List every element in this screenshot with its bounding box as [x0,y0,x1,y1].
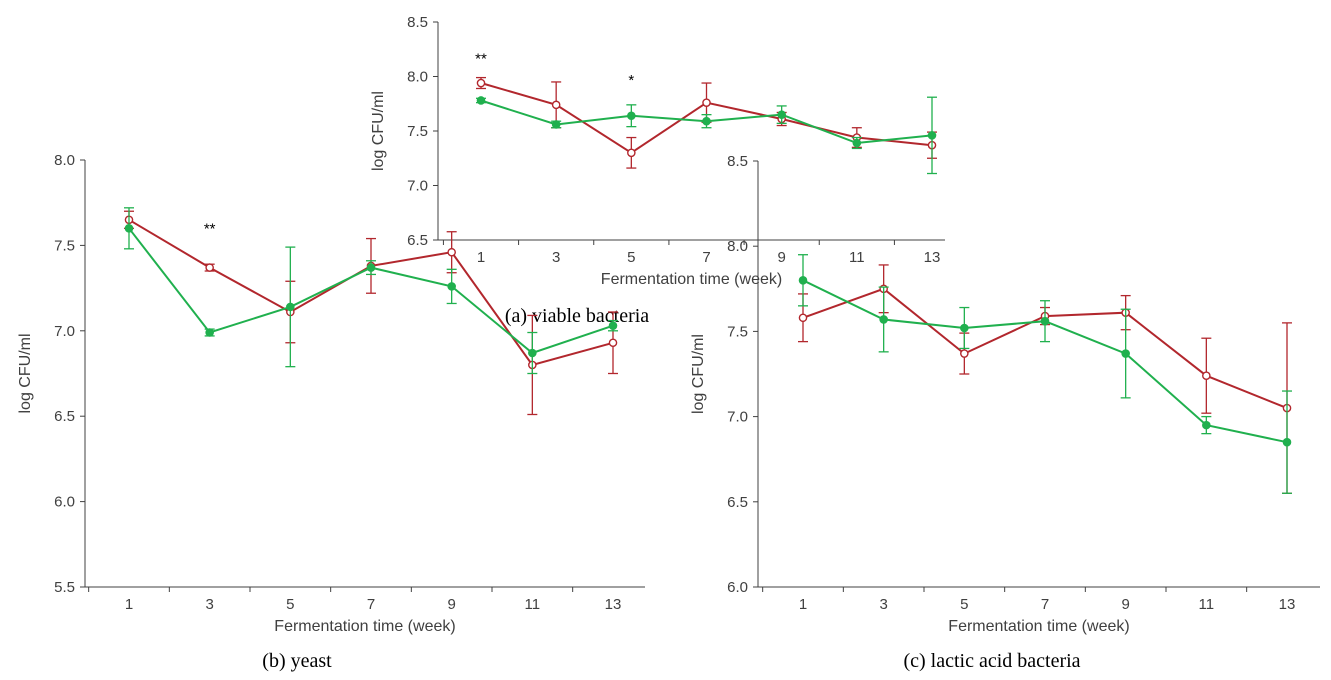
y-tick-label: 7.5 [407,123,428,140]
x-tick-label: 3 [879,596,887,613]
data-point [627,111,636,121]
data-point [205,328,214,337]
y-tick-label: 8.5 [727,153,748,170]
data-point [1282,437,1292,447]
y-tick-label: 7.0 [54,323,75,340]
x-tick-label: 13 [1279,596,1296,613]
x-tick-label: 9 [447,596,455,613]
chart-b: 5.56.06.57.07.58.01 3 5 7 9 11 13Fermentation … [17,152,645,672]
data-point [702,116,711,126]
x-tick-label: 5 [960,596,968,613]
data-point [205,263,214,272]
x-axis-title: Fermentation time (week) [948,618,1129,635]
data-point [798,313,808,323]
x-tick-label: 1 [125,596,133,613]
y-tick-label: 7.5 [54,237,75,254]
data-point [1040,316,1050,326]
y-tick-label: 8.0 [727,238,748,255]
data-point [608,321,618,330]
series-green [798,254,1292,494]
data-point [879,315,888,324]
x-axis-title: Fermentation time (week) [274,618,455,635]
x-tick-label: 7 [367,596,375,613]
data-point [551,120,561,129]
data-point [852,138,862,148]
chart-caption: (c) lactic acid bacteria [903,650,1080,672]
x-tick-label: 3 [205,596,213,613]
x-tick-label: 1 [799,596,807,613]
y-axis-title: log CFU/ml [17,333,34,413]
x-tick-label: 9 [777,249,785,266]
y-tick-label: 6.5 [727,494,748,511]
y-tick-label: 7.0 [727,409,748,426]
series-red [798,264,1292,494]
x-tick-label: 9 [1121,596,1129,613]
data-point [960,323,969,333]
data-point [627,148,636,158]
y-tick-label: 6.5 [407,232,428,249]
data-point [960,349,969,358]
data-point [286,302,295,312]
x-tick-label: 13 [605,596,622,613]
data-point [447,282,456,291]
x-tick-label: 5 [286,596,294,613]
series-green [124,207,618,375]
x-tick-label: 3 [552,249,560,266]
x-tick-label: 7 [1041,596,1049,613]
data-point [528,348,537,358]
data-point [1202,371,1211,381]
data-point [551,100,561,110]
x-tick-label: 11 [849,249,865,266]
x-tick-label: 11 [525,596,541,613]
data-point [798,275,808,285]
x-tick-label: 7 [702,249,710,266]
y-tick-label: 7.5 [727,323,748,340]
x-tick-label: 13 [924,249,941,266]
y-tick-label: 6.0 [727,579,748,596]
data-point [1202,420,1211,430]
y-tick-label: 8.5 [407,14,428,31]
y-tick-label: 6.5 [54,408,75,425]
data-point [476,78,486,88]
y-tick-label: 5.5 [54,579,75,596]
y-axis-title: log CFU/ml [690,334,707,414]
x-axis-title: Fermentation time (week) [601,271,782,288]
significance-mark: ** [204,220,216,237]
series-green [476,96,937,175]
data-point [927,131,937,140]
chart-c: 6.06.57.07.58.08.51 3 5 7 9 11 13Fermentation … [690,153,1320,672]
data-point [124,224,134,233]
data-point [777,110,786,119]
significance-mark: ** [475,50,487,67]
chart-caption: (a) viable bacteria [505,305,649,327]
y-tick-label: 8.0 [54,152,75,169]
x-tick-label: 11 [1199,596,1215,613]
chart-caption: (b) yeast [262,650,332,672]
y-tick-label: 6.0 [54,494,75,511]
data-point [366,263,376,272]
data-point [702,98,711,107]
data-point [1121,349,1130,358]
y-axis-title: log CFU/ml [370,91,387,171]
x-tick-label: 5 [627,249,635,266]
x-tick-label: 1 [477,249,485,266]
y-tick-label: 7.0 [407,178,428,195]
y-tick-label: 8.0 [407,69,428,86]
data-point [476,96,486,105]
significance-mark: * [628,72,634,89]
data-point [608,338,618,348]
data-point [447,247,456,257]
